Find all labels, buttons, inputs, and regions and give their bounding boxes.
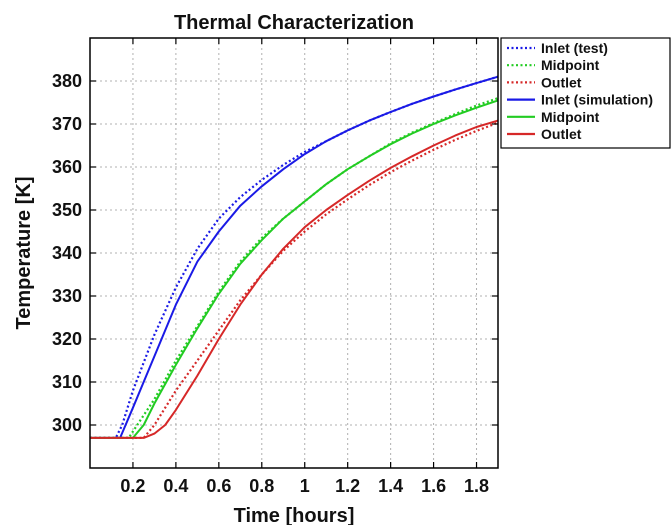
- y-tick-label: 310: [52, 372, 82, 392]
- x-axis-label: Time [hours]: [234, 505, 355, 525]
- legend-entry-label: Midpoint: [541, 109, 600, 125]
- legend-entry-label: Outlet: [541, 74, 582, 90]
- legend-entry-label: Midpoint: [541, 57, 600, 73]
- x-tick-label: 0.6: [206, 476, 231, 496]
- y-tick-label: 360: [52, 157, 82, 177]
- tick-layer: 0.2 0.4 0.6 0.8 1 1.2 1.4 1.6 1.8 300 310 320 330 340…: [52, 38, 498, 496]
- x-tick-label: 0.2: [120, 476, 145, 496]
- y-tick-label: 320: [52, 329, 82, 349]
- x-tick-label: 1.8: [464, 476, 489, 496]
- x-tick-label: 1.4: [378, 476, 403, 496]
- x-tick-label: 1.2: [335, 476, 360, 496]
- chart-title: Thermal Characterization: [174, 12, 414, 34]
- series-line-inlet-test-dotted: [90, 75, 499, 439]
- y-tick-label: 350: [52, 200, 82, 220]
- x-tick-label: 1.6: [421, 476, 446, 496]
- x-tick-label: 0.4: [163, 476, 188, 496]
- x-tick-label: 1: [300, 476, 310, 496]
- y-tick-label: 330: [52, 286, 82, 306]
- series-line-midpoint-solid: [90, 99, 499, 439]
- series-line-inlet-simulation-solid: [90, 75, 499, 439]
- grid-layer: [90, 38, 498, 468]
- x-tick-label: 0.8: [249, 476, 274, 496]
- y-tick-label: 340: [52, 243, 82, 263]
- legend-entry-label: Inlet (simulation): [541, 92, 653, 108]
- y-tick-label: 370: [52, 114, 82, 134]
- series-layer: [90, 75, 499, 439]
- y-tick-label: 300: [52, 415, 82, 435]
- y-tick-label: 380: [52, 71, 82, 91]
- series-line-outlet-solid: [90, 119, 499, 439]
- legend-box: [500, 37, 671, 149]
- legend-entry-label: Outlet: [541, 126, 582, 142]
- y-axis-label: Temperature [K]: [13, 177, 35, 330]
- legend-entry-label: Inlet (test): [541, 40, 608, 56]
- series-line-outlet-dotted: [90, 121, 499, 439]
